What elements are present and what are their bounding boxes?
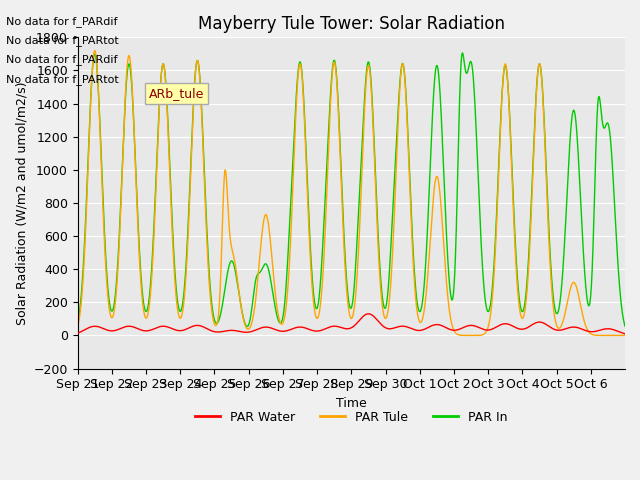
Title: Mayberry Tule Tower: Solar Radiation: Mayberry Tule Tower: Solar Radiation xyxy=(198,15,505,33)
Text: No data for f_PARdif: No data for f_PARdif xyxy=(6,16,118,27)
Legend: PAR Water, PAR Tule, PAR In: PAR Water, PAR Tule, PAR In xyxy=(190,406,513,429)
Text: No data for f_PARdif: No data for f_PARdif xyxy=(6,54,118,65)
Text: No data for f_PARtot: No data for f_PARtot xyxy=(6,35,119,46)
Text: ARb_tule: ARb_tule xyxy=(149,87,204,100)
X-axis label: Time: Time xyxy=(336,397,367,410)
Y-axis label: Solar Radiation (W/m2 and umol/m2/s): Solar Radiation (W/m2 and umol/m2/s) xyxy=(15,81,28,324)
Text: No data for f_PARtot: No data for f_PARtot xyxy=(6,73,119,84)
